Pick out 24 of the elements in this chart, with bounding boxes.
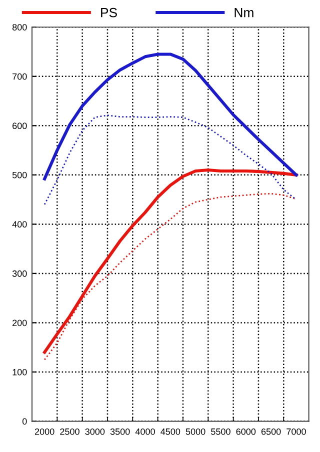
- x-tick-label: 3500: [110, 428, 130, 435]
- y-tick-label: 500: [12, 172, 27, 178]
- x-tick-label: 5000: [186, 428, 206, 435]
- y-tick-label: 300: [12, 270, 27, 277]
- x-tick-label: 2000: [34, 428, 54, 435]
- y-tick-label: 200: [12, 320, 27, 326]
- x-tick-label: 4500: [160, 428, 180, 435]
- y-tick-label: 0: [22, 418, 27, 425]
- x-tick-label: 3000: [85, 428, 105, 435]
- legend-label: PS: [101, 8, 117, 18]
- y-tick-label: 400: [12, 221, 27, 228]
- x-tick-label: 7000: [286, 428, 306, 435]
- y-tick-label: 100: [12, 368, 27, 376]
- legend-label: Nm: [234, 8, 254, 18]
- x-tick-label: 5500: [211, 428, 230, 435]
- x-tick-label: 6000: [236, 428, 256, 435]
- y-tick-label: 800: [12, 24, 27, 30]
- line-series: [44, 114, 297, 206]
- y-tick-label: 600: [12, 122, 27, 130]
- x-tick-label: 4000: [135, 428, 155, 435]
- x-tick-label: 6500: [261, 428, 281, 435]
- x-tick-label: 2500: [60, 428, 80, 435]
- line-series: [43, 52, 298, 180]
- y-tick-label: 700: [12, 73, 27, 80]
